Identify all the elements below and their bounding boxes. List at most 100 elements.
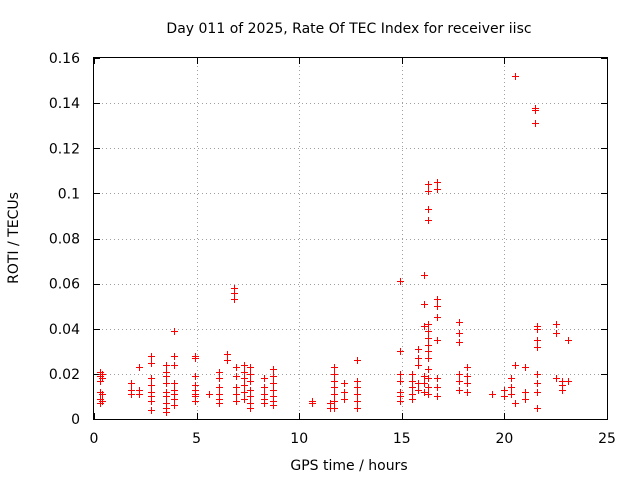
y-tick-label: 0.02: [49, 367, 80, 383]
data-point: [341, 389, 348, 396]
data-point: [425, 355, 432, 362]
data-point: [434, 384, 441, 391]
data-point: [534, 389, 541, 396]
data-point: [425, 384, 432, 391]
data-point: [512, 73, 519, 80]
data-point: [421, 272, 428, 279]
x-tick-label: 5: [192, 431, 201, 447]
data-point: [425, 188, 432, 195]
data-point: [425, 366, 432, 373]
plot-frame: [93, 57, 608, 420]
data-point: [270, 380, 277, 387]
data-point: [501, 387, 508, 394]
data-point: [171, 353, 178, 360]
y-tick-label: 0.06: [49, 277, 80, 293]
data-point: [534, 371, 541, 378]
data-point: [559, 387, 566, 394]
data-point: [565, 378, 572, 385]
data-point: [534, 405, 541, 412]
data-point: [233, 398, 240, 405]
data-point: [464, 364, 471, 371]
data-point: [464, 380, 471, 387]
data-point: [456, 378, 463, 385]
data-point: [241, 375, 248, 382]
data-point: [425, 217, 432, 224]
data-point: [128, 391, 135, 398]
data-point: [270, 366, 277, 373]
data-point: [534, 344, 541, 351]
data-point: [421, 373, 428, 380]
data-point: [532, 120, 539, 127]
data-point: [171, 402, 178, 409]
data-point: [192, 373, 199, 380]
data-point: [241, 382, 248, 389]
data-point: [434, 314, 441, 321]
data-point: [522, 389, 529, 396]
data-point: [233, 391, 240, 398]
y-axis-title: ROTI / TECUs: [6, 192, 22, 284]
data-point: [425, 328, 432, 335]
data-point: [456, 319, 463, 326]
data-point: [397, 378, 404, 385]
data-point: [415, 346, 422, 353]
data-point: [247, 393, 254, 400]
data-point: [397, 398, 404, 405]
data-point: [331, 384, 338, 391]
data-point: [163, 409, 170, 416]
data-point: [354, 357, 361, 364]
data-point: [415, 355, 422, 362]
data-point: [270, 402, 277, 409]
data-point: [99, 398, 106, 405]
y-tick-label: 0.1: [58, 186, 80, 202]
data-point: [247, 371, 254, 378]
y-tick-label: 0.16: [49, 51, 80, 67]
data-point: [534, 326, 541, 333]
data-point: [341, 380, 348, 387]
data-point: [565, 337, 572, 344]
data-point: [415, 387, 422, 394]
data-point: [341, 396, 348, 403]
data-point: [434, 375, 441, 382]
data-point: [409, 378, 416, 385]
data-point: [233, 364, 240, 371]
data-point: [233, 384, 240, 391]
x-tick-label: 10: [290, 431, 308, 447]
x-tick-label: 15: [393, 431, 411, 447]
data-point: [224, 357, 231, 364]
data-point: [409, 371, 416, 378]
data-point: [434, 303, 441, 310]
data-point: [247, 405, 254, 412]
data-point: [247, 387, 254, 394]
x-tick-labels: 0 5 10 15 20 25: [90, 431, 616, 447]
data-point: [216, 384, 223, 391]
data-point: [425, 181, 432, 188]
y-tick-labels: 0 0.02 0.04 0.06 0.08 0.1 0.12 0.14 0.16: [49, 51, 80, 428]
data-point: [409, 396, 416, 403]
data-point: [192, 398, 199, 405]
data-point: [241, 369, 248, 376]
data-point: [434, 393, 441, 400]
data-point: [522, 396, 529, 403]
data-point: [270, 387, 277, 394]
data-point: [224, 351, 231, 358]
data-point: [247, 378, 254, 385]
data-point: [148, 382, 155, 389]
data-point: [421, 389, 428, 396]
x-tick-label: 25: [598, 431, 616, 447]
data-point: [171, 362, 178, 369]
data-point: [456, 387, 463, 394]
data-point: [489, 391, 496, 398]
data-point: [512, 362, 519, 369]
data-point: [354, 384, 361, 391]
data-point: [425, 348, 432, 355]
data-points: [97, 73, 572, 416]
y-tick-label: 0.08: [49, 232, 80, 248]
data-point: [261, 400, 268, 407]
data-point: [425, 342, 432, 349]
x-tick-label: 20: [495, 431, 513, 447]
data-point: [434, 186, 441, 193]
data-point: [192, 355, 199, 362]
data-point: [425, 321, 432, 328]
y-tick-label: 0.12: [49, 141, 80, 157]
